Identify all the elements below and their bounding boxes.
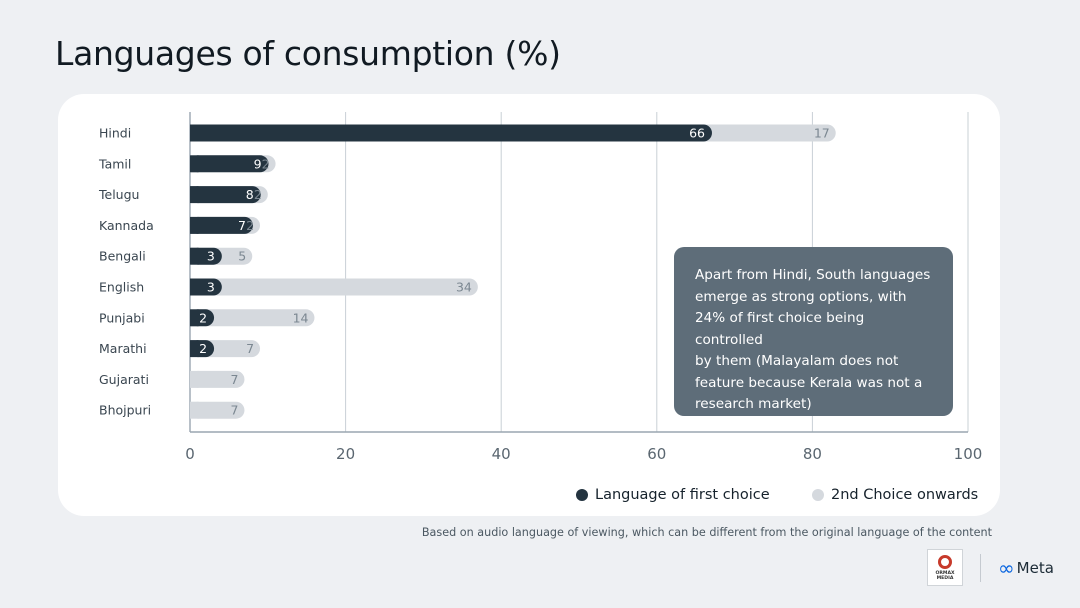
x-tick-label: 40: [492, 445, 511, 463]
value-label-first-choice: 3: [207, 249, 215, 264]
category-label: Punjabi: [99, 310, 145, 325]
logo-divider: [980, 554, 981, 582]
bar-first-choice-edge: [190, 278, 199, 296]
category-label: Gujarati: [99, 372, 149, 387]
value-label-first-choice: 3: [207, 280, 215, 295]
bar-first-choice-edge: [190, 186, 199, 204]
category-label: Bhojpuri: [99, 403, 151, 418]
value-label-second-choice: 2: [262, 156, 270, 171]
bar-second-choice-edge: [190, 370, 199, 388]
bar-first-choice: [190, 186, 261, 204]
legend-first-choice-swatch: [576, 489, 588, 501]
value-label-second-choice: 34: [456, 280, 472, 295]
bar-first-choice-edge: [190, 155, 199, 173]
insight-callout: Apart from Hindi, South languages emerge…: [674, 247, 953, 416]
category-label: Marathi: [99, 341, 147, 356]
bar-second-choice: [190, 401, 245, 419]
bar-first-choice: [190, 216, 253, 234]
bar-first-choice-edge: [190, 309, 199, 327]
callout-line: by them (Malayalam does not: [695, 353, 899, 369]
ormax-logo-text: ORMAX MEDIA: [935, 571, 954, 581]
legend-first-choice: Language of first choice: [576, 487, 770, 503]
meta-logo: ∞ Meta: [998, 556, 1054, 580]
x-tick-label: 100: [954, 445, 983, 463]
bar-first-choice: [190, 155, 269, 173]
x-tick-label: 60: [647, 445, 666, 463]
value-label-first-choice: 7: [238, 218, 246, 233]
legend-second-choice: 2nd Choice onwards: [812, 487, 978, 503]
ormax-line1: ORMAX: [935, 570, 955, 576]
value-label-second-choice: 2: [254, 187, 262, 202]
value-label-second-choice: 2: [246, 218, 254, 233]
value-label-second-choice: 7: [246, 341, 254, 356]
value-label-first-choice: 66: [689, 126, 705, 141]
value-label-first-choice: 8: [246, 187, 254, 202]
ormax-line2: MEDIA: [936, 575, 954, 581]
bar-second-choice: [190, 278, 478, 296]
meta-logo-text: Meta: [1016, 559, 1054, 577]
legend-first-choice-label: Language of first choice: [595, 487, 770, 503]
value-label-second-choice: 7: [231, 372, 239, 387]
category-label: Bengali: [99, 249, 146, 264]
bar-second-choice: [190, 370, 245, 388]
bar-first-choice-edge: [190, 247, 199, 265]
legend-second-choice-swatch: [812, 489, 824, 501]
ormax-ring-icon: [938, 554, 952, 569]
value-label-second-choice: 17: [814, 126, 830, 141]
bar-first-choice-edge: [190, 340, 199, 358]
chart-title: Languages of consumption (%): [55, 34, 561, 73]
callout-line: 24% of first choice being controlled: [695, 310, 865, 348]
meta-infinity-icon: ∞: [998, 556, 1015, 580]
value-label-second-choice: 7: [231, 403, 239, 418]
x-tick-label: 0: [185, 445, 195, 463]
bar-first-choice-edge: [190, 124, 199, 142]
category-label: Kannada: [99, 218, 154, 233]
x-tick-label: 80: [803, 445, 822, 463]
category-label: Tamil: [98, 156, 131, 171]
callout-line: research market): [695, 396, 812, 412]
bar-first-choice: [190, 124, 712, 142]
value-label-first-choice: 2: [199, 310, 207, 325]
value-label-first-choice: 9: [254, 156, 262, 171]
callout-line: emerge as strong options, with: [695, 288, 907, 305]
footnote: Based on audio language of viewing, whic…: [421, 526, 992, 539]
bar-second-choice-edge: [190, 401, 199, 419]
category-label: English: [99, 280, 144, 295]
callout-line: feature because Kerala was not a: [695, 374, 923, 391]
ormax-media-logo: ORMAX MEDIA: [927, 549, 963, 586]
bar-first-choice-edge: [190, 216, 199, 234]
x-tick-label: 20: [336, 445, 355, 463]
value-label-first-choice: 2: [199, 341, 207, 356]
value-label-second-choice: 14: [293, 310, 309, 325]
chart-legend: Language of first choice 2nd Choice onwa…: [0, 487, 1080, 507]
value-label-second-choice: 5: [238, 249, 246, 264]
bar-second-choice: [190, 309, 315, 327]
legend-second-choice-label: 2nd Choice onwards: [831, 487, 979, 503]
category-label: Hindi: [99, 126, 131, 141]
callout-line: Apart from Hindi, South languages: [695, 267, 931, 283]
category-label: Telugu: [98, 187, 139, 202]
